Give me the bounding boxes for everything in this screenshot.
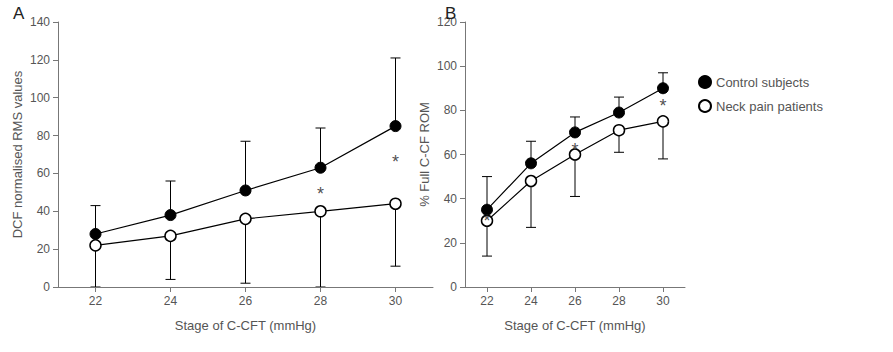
svg-text:60: 60 (444, 148, 458, 162)
svg-text:A: A (13, 4, 25, 23)
svg-text:100: 100 (437, 59, 457, 73)
svg-text:Neck pain patients: Neck pain patients (716, 99, 823, 114)
svg-text:20: 20 (37, 242, 51, 256)
svg-text:*: * (571, 140, 578, 160)
svg-text:120: 120 (30, 53, 50, 67)
svg-text:140: 140 (30, 15, 50, 29)
svg-text:22: 22 (89, 294, 103, 308)
svg-text:Control subjects: Control subjects (716, 75, 810, 90)
svg-text:28: 28 (314, 294, 328, 308)
svg-text:26: 26 (568, 294, 582, 308)
svg-text:*: * (317, 184, 324, 204)
svg-text:100: 100 (30, 91, 50, 105)
svg-text:26: 26 (239, 294, 253, 308)
svg-text:*: * (659, 96, 666, 116)
svg-text:20: 20 (444, 236, 458, 250)
svg-text:60: 60 (37, 166, 51, 180)
svg-text:80: 80 (37, 129, 51, 143)
svg-text:Stage of C-CFT (mmHg): Stage of C-CFT (mmHg) (175, 318, 316, 333)
svg-text:30: 30 (389, 294, 403, 308)
svg-text:% Full C-CF ROM: % Full C-CF ROM (417, 102, 432, 207)
svg-text:B: B (445, 4, 456, 23)
svg-text:28: 28 (612, 294, 626, 308)
svg-text:80: 80 (444, 103, 458, 117)
svg-text:30: 30 (656, 294, 670, 308)
svg-text:Stage of C-CFT (mmHg): Stage of C-CFT (mmHg) (504, 318, 645, 333)
svg-text:DCF normalised RMS values: DCF normalised RMS values (10, 70, 25, 238)
svg-text:40: 40 (37, 204, 51, 218)
svg-text:*: * (392, 152, 399, 172)
svg-text:22: 22 (480, 294, 494, 308)
svg-text:24: 24 (524, 294, 538, 308)
svg-text:*: * (483, 211, 490, 231)
svg-text:24: 24 (164, 294, 178, 308)
svg-text:40: 40 (444, 192, 458, 206)
svg-text:0: 0 (43, 280, 50, 294)
svg-text:0: 0 (450, 280, 457, 294)
